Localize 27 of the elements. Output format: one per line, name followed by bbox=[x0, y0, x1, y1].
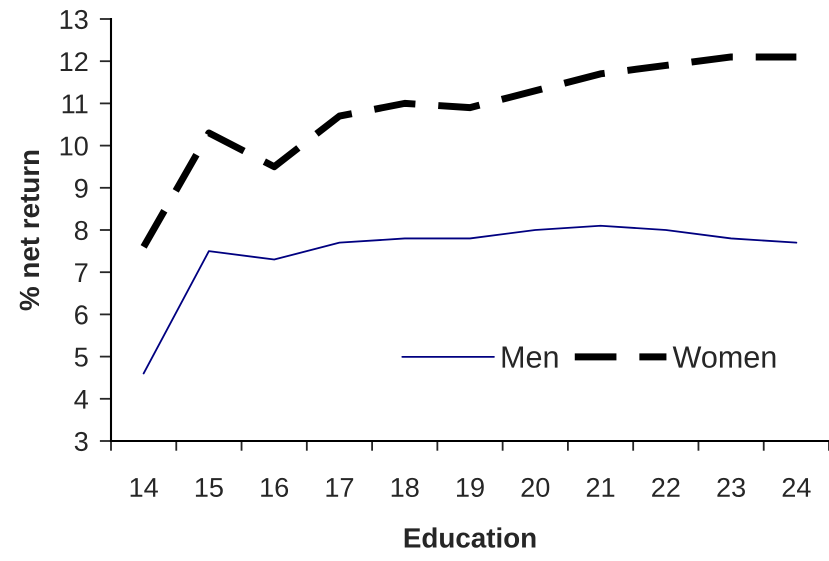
y-tick-label: 12 bbox=[60, 52, 88, 72]
x-tick-label: 18 bbox=[392, 478, 419, 498]
x-tick-label: 21 bbox=[586, 478, 614, 497]
y-tick-label: 3 bbox=[74, 432, 88, 452]
y-tick-label: 10 bbox=[60, 136, 88, 156]
x-tick-label: 14 bbox=[130, 478, 158, 497]
x-tick-label: 15 bbox=[196, 478, 223, 498]
x-tick-label: 22 bbox=[652, 478, 680, 497]
y-tick-label: 7 bbox=[75, 263, 88, 282]
y-tick-label: 8 bbox=[74, 220, 88, 240]
x-tick-label: 24 bbox=[782, 478, 811, 497]
y-tick-label: 6 bbox=[75, 305, 88, 324]
x-tick-label: 20 bbox=[522, 478, 550, 498]
x-axis-title: Education bbox=[404, 527, 536, 548]
x-tick-label: 16 bbox=[261, 478, 288, 498]
line-series bbox=[142, 224, 798, 374]
y-axis-title: % net return bbox=[20, 150, 40, 310]
y-tick-label: 11 bbox=[62, 94, 88, 114]
y-tick-label: 13 bbox=[60, 10, 88, 30]
y-tick-label: 4 bbox=[74, 390, 88, 409]
x-tick-label: 19 bbox=[457, 478, 484, 498]
y-tick-label: 9 bbox=[74, 178, 88, 198]
legend-label: Men bbox=[502, 346, 558, 368]
x-tick-label: 23 bbox=[717, 478, 745, 498]
legend-label: Women bbox=[672, 346, 776, 368]
x-tick-label: 17 bbox=[326, 478, 354, 497]
y-tick-label: 5 bbox=[74, 348, 88, 367]
